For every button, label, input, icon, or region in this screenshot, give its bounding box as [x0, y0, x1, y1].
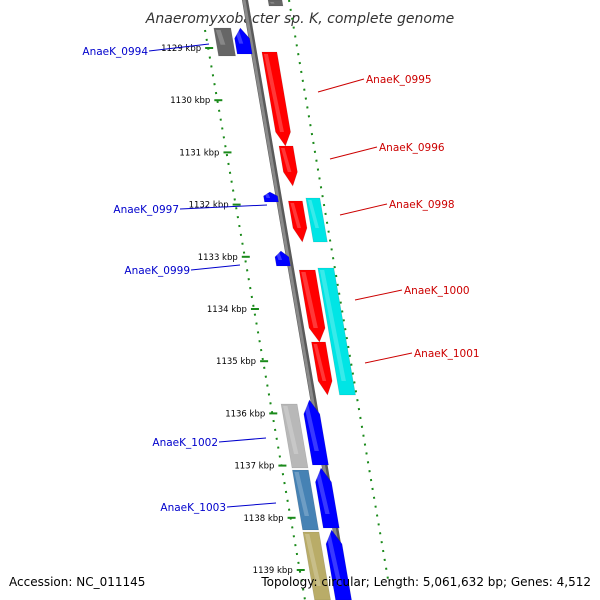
feature-sheen — [283, 406, 299, 454]
feature-sheen — [315, 470, 330, 514]
gene-label-forward[interactable]: AnaeK_0995 — [366, 74, 432, 86]
gene-labels[interactable]: AnaeK_0995 AnaeK_0996 AnaeK_0998 AnaeK_1000… — [82, 43, 480, 514]
gene-label-reverse[interactable]: AnaeK_1003 — [160, 502, 226, 514]
tick-label: 1134 kbp — [207, 305, 247, 315]
tick-label: 1138 kbp — [244, 514, 284, 524]
feature-sheen — [313, 344, 327, 381]
gene-features — [213, 0, 356, 600]
tick-label: 1139 kbp — [253, 566, 293, 576]
gene-feature-rna-1[interactable] — [305, 197, 328, 243]
label-leader — [190, 264, 241, 271]
dotted-tracks — [204, 0, 390, 600]
gene-label-reverse[interactable]: AnaeK_0997 — [113, 204, 179, 216]
label-leader — [218, 437, 267, 443]
label-leader — [148, 43, 210, 52]
feature-sheen — [263, 54, 284, 132]
feature-sheen — [275, 253, 283, 260]
feature-sheen — [304, 534, 321, 586]
gene-feature-anaek-1000[interactable] — [298, 269, 326, 343]
feature-sheen — [325, 532, 342, 586]
gene-feature-anaek-0998[interactable] — [288, 200, 308, 243]
label-leader — [329, 146, 378, 160]
feature-sheen — [264, 194, 271, 198]
label-leader — [317, 78, 365, 93]
feature-sheen — [319, 270, 346, 381]
kbp-ticks: 1129 kbp 1130 kbp 1131 kbp 1132 kbp 1133 kbp… — [161, 44, 305, 576]
label-leader — [364, 352, 413, 364]
tick-label: 1133 kbp — [198, 253, 238, 263]
gene-label-forward[interactable]: AnaeK_1000 — [404, 285, 470, 297]
gene-feature-steel[interactable] — [292, 469, 319, 531]
label-leader — [179, 204, 268, 210]
gene-feature-blue-bottom[interactable] — [325, 529, 352, 600]
topology-text: Topology: circular; Length: 5,061,632 bp… — [261, 575, 591, 589]
gene-label-forward[interactable]: AnaeK_0998 — [389, 199, 455, 211]
feature-sheen — [290, 203, 301, 228]
gene-label-reverse[interactable]: AnaeK_0994 — [82, 46, 148, 58]
gene-feature-anaek-0997[interactable] — [263, 191, 279, 203]
tick-label: 1129 kbp — [161, 44, 201, 54]
feature-sheen — [303, 402, 319, 451]
label-leader — [354, 289, 403, 301]
gene-feature-anaek-1001-rna[interactable] — [317, 267, 356, 396]
gene-feature-grey-top[interactable] — [267, 0, 284, 7]
label-leader — [339, 203, 388, 216]
gene-feature-grey[interactable] — [213, 27, 236, 57]
feature-sheen — [294, 472, 310, 516]
gene-feature-anaek-1002[interactable] — [303, 399, 329, 466]
label-leader — [226, 502, 277, 508]
tick-label: 1135 kbp — [216, 357, 256, 367]
gene-feature-anaek-0996[interactable] — [278, 145, 298, 187]
tick-label: 1137 kbp — [234, 462, 274, 472]
tick-label: 1132 kbp — [189, 201, 229, 211]
feature-sheen — [234, 30, 244, 44]
gene-label-forward[interactable]: AnaeK_1001 — [414, 348, 480, 360]
gene-label-forward[interactable]: AnaeK_0996 — [379, 142, 445, 154]
tick-label: 1130 kbp — [170, 96, 210, 106]
gene-feature-khaki[interactable] — [302, 531, 331, 600]
feature-sheen — [270, 2, 275, 4]
gene-feature-anaek-1003[interactable] — [315, 467, 340, 529]
gene-feature-anaek-1001[interactable] — [311, 341, 333, 396]
map-title: Anaeromyxobacter sp. K, complete genome — [145, 11, 454, 27]
gene-feature-anaek-0994[interactable] — [234, 27, 253, 55]
tick-label: 1136 kbp — [225, 409, 265, 419]
accession-text: Accession: NC_011145 — [9, 575, 146, 589]
gene-feature-anaek-0995[interactable] — [261, 51, 291, 147]
gene-feature-anaek-0999[interactable] — [274, 250, 291, 267]
feature-sheen — [301, 272, 318, 328]
dotted-track — [204, 29, 306, 600]
gene-label-reverse[interactable]: AnaeK_0999 — [124, 265, 190, 277]
gene-feature-grey-light[interactable] — [280, 403, 309, 469]
tick-label: 1131 kbp — [179, 148, 219, 158]
feature-sheen — [280, 148, 292, 172]
feature-sheen — [215, 30, 226, 45]
feature-sheen — [307, 200, 319, 228]
gene-label-reverse[interactable]: AnaeK_1002 — [152, 437, 218, 449]
